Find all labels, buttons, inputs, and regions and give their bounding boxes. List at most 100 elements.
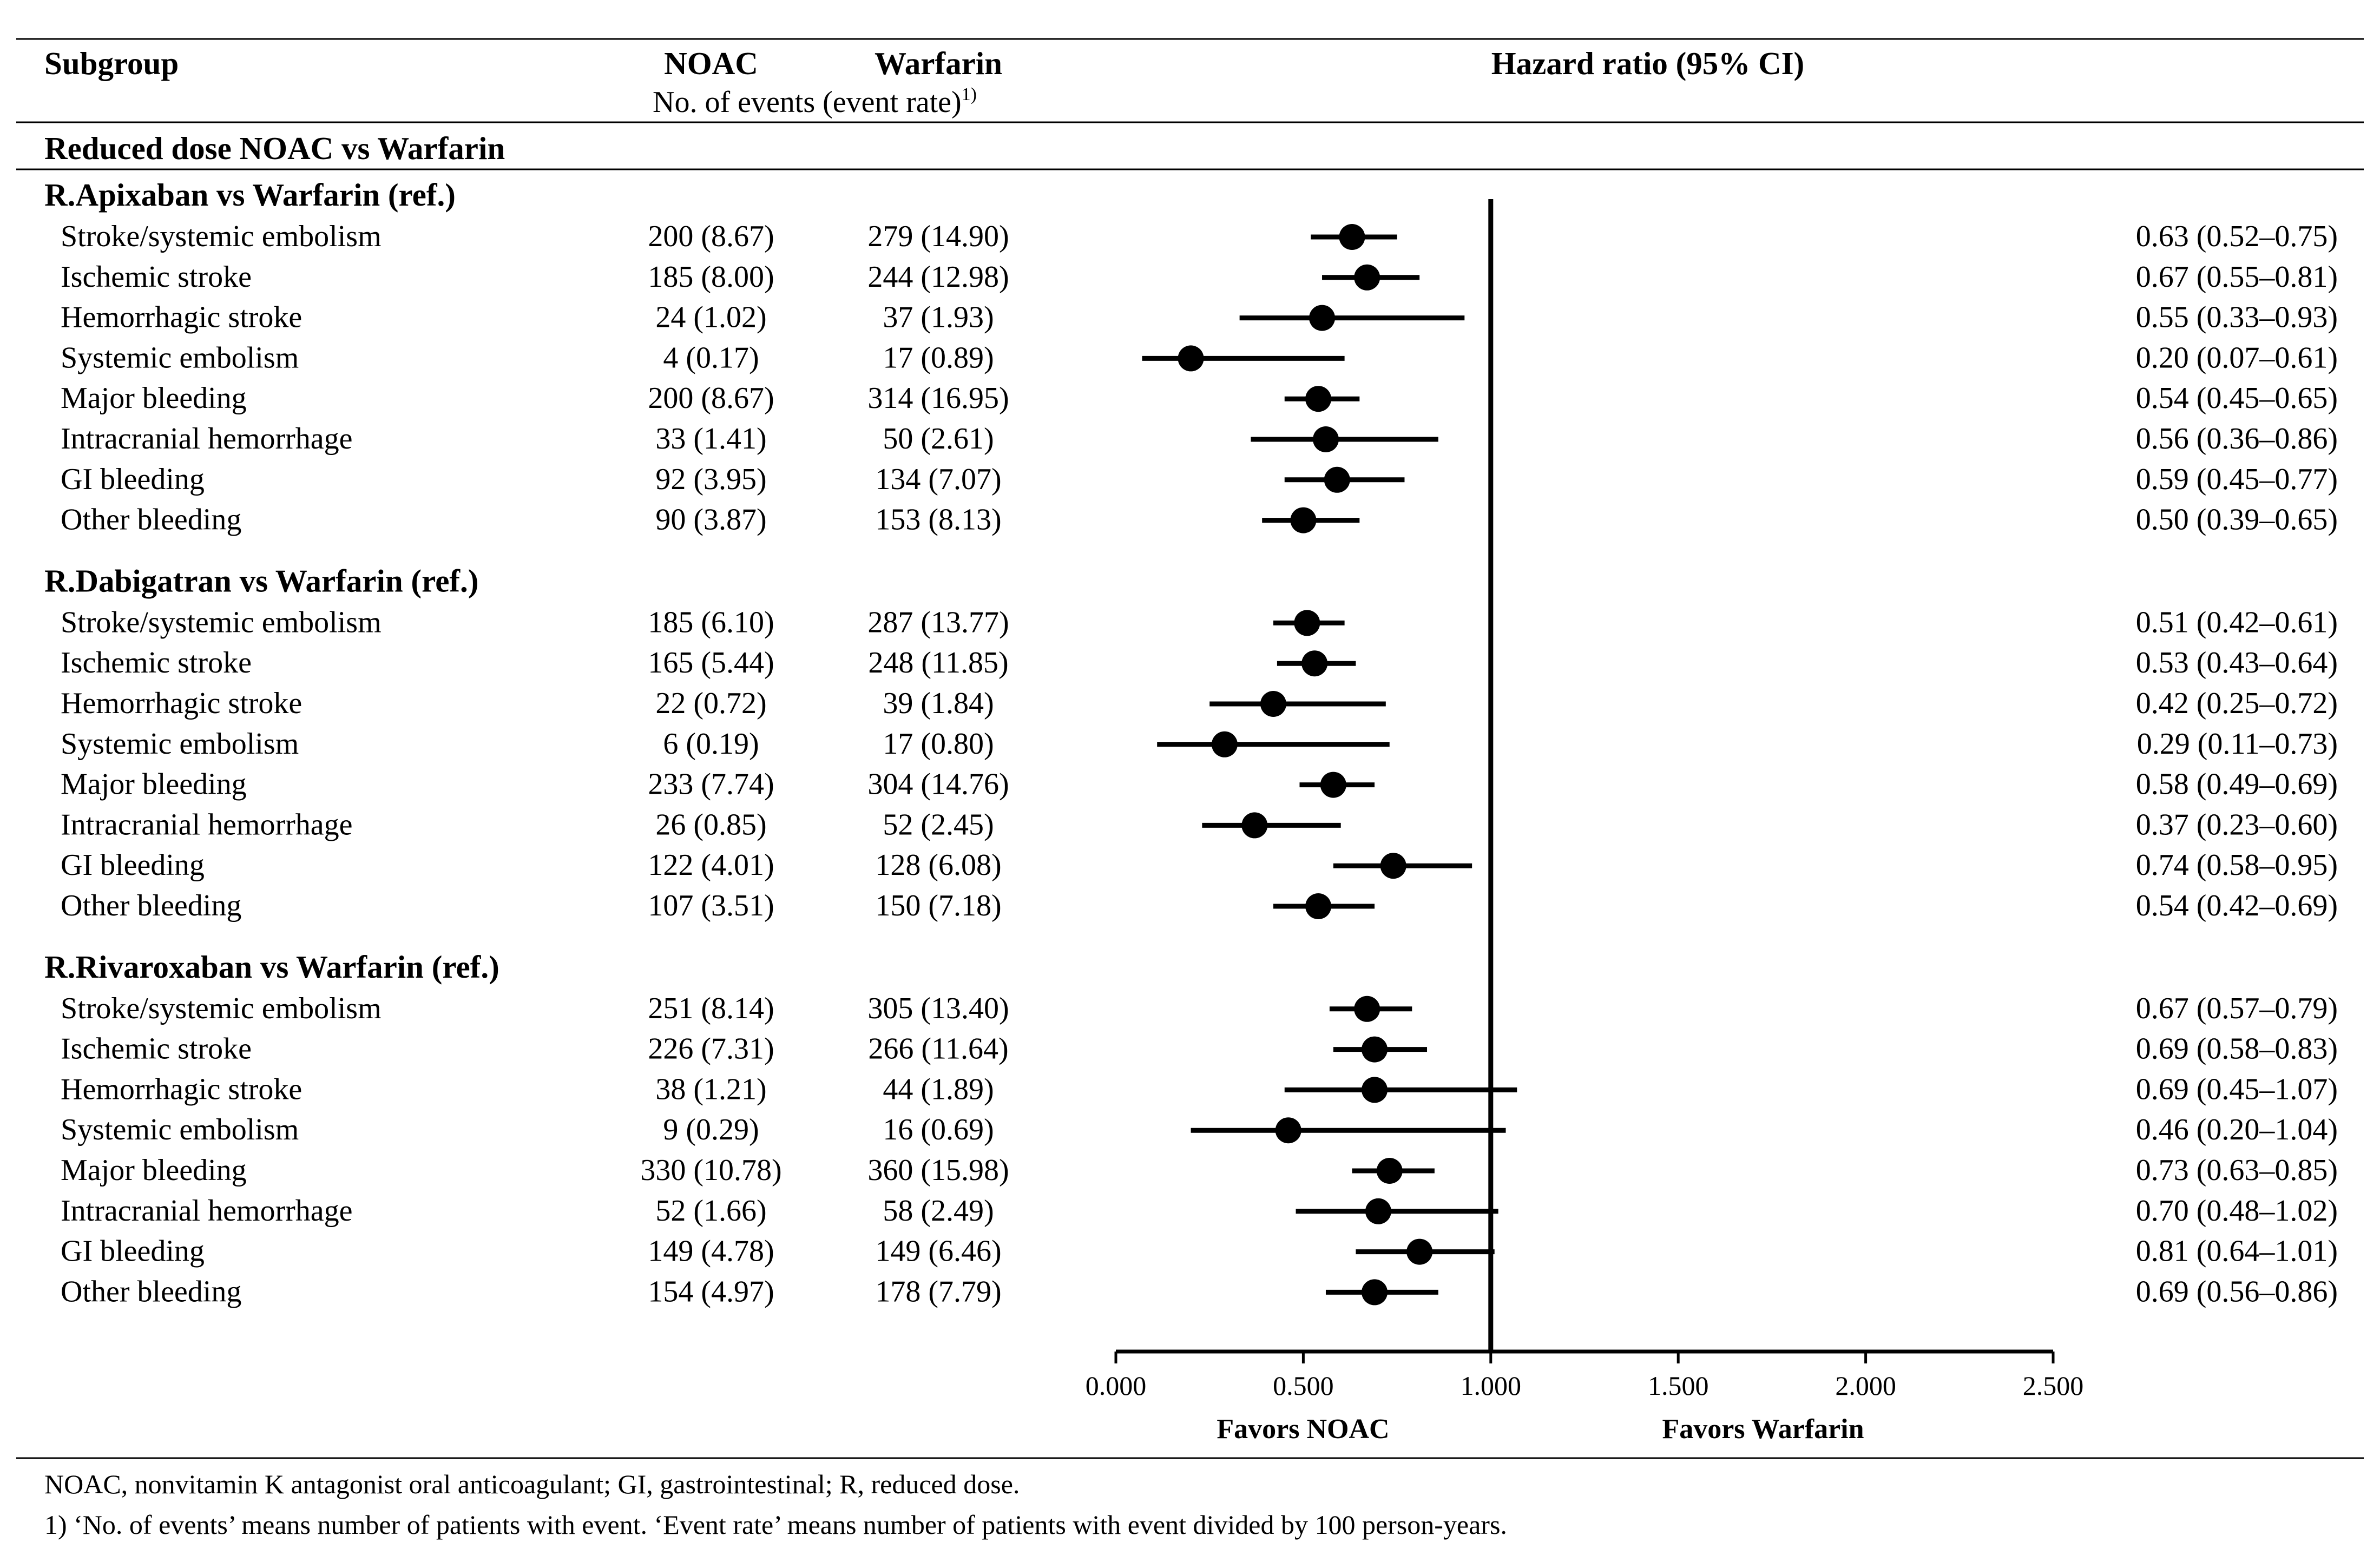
row-label: Major bleeding <box>61 381 247 415</box>
header-hazard-ratio: Hazard ratio (95% CI) <box>1491 45 1804 81</box>
row-noac-events: 33 (1.41) <box>655 422 766 456</box>
hazard-ratio-point <box>1339 224 1365 250</box>
hazard-ratio-point <box>1305 893 1332 919</box>
row-label: Stroke/systemic embolism <box>61 605 382 639</box>
row-hazard-ratio-ci: 0.46 (0.20–1.04) <box>2136 1113 2338 1146</box>
hazard-ratio-point <box>1362 1279 1388 1306</box>
row-warfarin-events: 17 (0.80) <box>883 727 994 761</box>
row-hazard-ratio-ci: 0.59 (0.45–0.77) <box>2136 463 2338 496</box>
row-label: Intracranial hemorrhage <box>61 808 352 841</box>
row-warfarin-events: 314 (16.95) <box>867 381 1009 415</box>
hazard-ratio-point <box>1354 996 1380 1022</box>
favors-noac-label: Favors NOAC <box>1217 1414 1389 1445</box>
row-warfarin-events: 128 (6.08) <box>875 848 1001 882</box>
row-warfarin-events: 304 (14.76) <box>867 768 1009 801</box>
row-label: Hemorrhagic stroke <box>61 1072 302 1106</box>
x-axis-tick-label: 2.000 <box>1835 1370 1896 1401</box>
header-warfarin: Warfarin <box>875 45 1002 81</box>
row-label: Other bleeding <box>61 503 241 537</box>
forest-plot-area: 0.000 0.500 1.000 1.500 2.000 2.500 Favors NOA… <box>1086 199 2084 1445</box>
row-label: Hemorrhagic stroke <box>61 301 302 334</box>
row-warfarin-events: 244 (12.98) <box>867 260 1009 294</box>
footnote-marker: 1) <box>44 1510 67 1540</box>
row-noac-events: 226 (7.31) <box>648 1032 774 1066</box>
row-label: Stroke/systemic embolism <box>61 220 382 253</box>
row-warfarin-events: 17 (0.89) <box>883 341 994 374</box>
row-noac-events: 107 (3.51) <box>648 889 774 922</box>
row-noac-events: 122 (4.01) <box>648 848 774 882</box>
row-hazard-ratio-ci: 0.29 (0.11–0.73) <box>2137 727 2338 761</box>
row-warfarin-events: 37 (1.93) <box>883 301 994 334</box>
hazard-ratio-point <box>1324 466 1350 493</box>
row-noac-events: 251 (8.14) <box>648 992 774 1025</box>
row-hazard-ratio-ci: 0.53 (0.43–0.64) <box>2136 646 2338 680</box>
x-axis-tick-label: 2.500 <box>2023 1370 2084 1401</box>
hazard-ratio-point <box>1260 691 1286 717</box>
row-hazard-ratio-ci: 0.55 (0.33–0.93) <box>2136 301 2338 334</box>
row-label: GI bleeding <box>61 1235 205 1268</box>
events-subtitle-sup: 1) <box>962 84 977 104</box>
row-label: Other bleeding <box>61 889 241 922</box>
row-label: Major bleeding <box>61 1154 247 1187</box>
row-noac-events: 4 (0.17) <box>663 341 759 374</box>
hazard-ratio-point <box>1301 650 1328 677</box>
footnote-text: ‘No. of events’ means number of patients… <box>67 1510 1507 1540</box>
header-events-subtitle: No. of events (event rate)1) <box>653 84 977 119</box>
row-hazard-ratio-ci: 0.56 (0.36–0.86) <box>2136 422 2338 456</box>
row-warfarin-events: 150 (7.18) <box>875 889 1001 922</box>
row-noac-events: 165 (5.44) <box>648 646 774 680</box>
group-title: R.Apixaban vs Warfarin (ref.) <box>44 177 456 213</box>
x-axis-tick-label: 1.000 <box>1461 1370 1522 1401</box>
row-noac-events: 92 (3.95) <box>655 463 766 496</box>
section-title: Reduced dose NOAC vs Warfarin <box>44 130 505 166</box>
row-noac-events: 185 (6.10) <box>648 605 774 639</box>
row-label: Ischemic stroke <box>61 260 252 294</box>
hazard-ratio-point <box>1406 1238 1433 1265</box>
footnote-definition: 1) ‘No. of events’ means number of patie… <box>44 1510 1507 1540</box>
hazard-ratio-point <box>1312 426 1339 452</box>
row-label: Intracranial hemorrhage <box>61 1194 352 1228</box>
row-label: Stroke/systemic embolism <box>61 992 382 1025</box>
row-hazard-ratio-ci: 0.81 (0.64–1.01) <box>2136 1235 2338 1268</box>
row-label: Ischemic stroke <box>61 646 252 680</box>
row-warfarin-events: 279 (14.90) <box>867 220 1009 253</box>
hazard-ratio-point <box>1275 1117 1301 1144</box>
row-noac-events: 200 (8.67) <box>648 381 774 415</box>
row-noac-events: 233 (7.74) <box>648 768 774 801</box>
footnote-abbreviations: NOAC, nonvitamin K antagonist oral antic… <box>44 1469 1020 1499</box>
hazard-ratio-point <box>1241 812 1268 839</box>
row-hazard-ratio-ci: 0.69 (0.56–0.86) <box>2136 1275 2338 1308</box>
row-warfarin-events: 16 (0.69) <box>883 1113 994 1146</box>
events-subtitle-text: No. of events (event rate) <box>653 85 962 119</box>
row-hazard-ratio-ci: 0.67 (0.57–0.79) <box>2136 992 2338 1025</box>
table-rows: R.Apixaban vs Warfarin (ref.) Stroke/syst… <box>44 177 2338 1308</box>
row-noac-events: 154 (4.97) <box>648 1275 774 1308</box>
row-warfarin-events: 44 (1.89) <box>883 1072 994 1106</box>
row-warfarin-events: 287 (13.77) <box>867 605 1009 639</box>
hazard-ratio-point <box>1365 1198 1391 1224</box>
row-label: Intracranial hemorrhage <box>61 422 352 456</box>
row-noac-events: 330 (10.78) <box>640 1154 781 1187</box>
row-hazard-ratio-ci: 0.58 (0.49–0.69) <box>2136 768 2338 801</box>
row-hazard-ratio-ci: 0.73 (0.63–0.85) <box>2136 1154 2338 1187</box>
hazard-ratio-point <box>1178 345 1204 372</box>
row-hazard-ratio-ci: 0.51 (0.42–0.61) <box>2136 605 2338 639</box>
row-noac-events: 6 (0.19) <box>663 727 759 761</box>
row-noac-events: 38 (1.21) <box>655 1072 766 1106</box>
row-hazard-ratio-ci: 0.50 (0.39–0.65) <box>2136 503 2338 537</box>
group-title: R.Dabigatran vs Warfarin (ref.) <box>44 563 478 598</box>
row-warfarin-events: 52 (2.45) <box>883 808 994 841</box>
row-warfarin-events: 50 (2.61) <box>883 422 994 456</box>
row-noac-events: 22 (0.72) <box>655 687 766 720</box>
row-hazard-ratio-ci: 0.54 (0.42–0.69) <box>2136 889 2338 922</box>
hazard-ratio-point <box>1309 305 1336 331</box>
row-noac-events: 9 (0.29) <box>663 1113 759 1146</box>
row-warfarin-events: 360 (15.98) <box>867 1154 1009 1187</box>
row-label: Systemic embolism <box>61 727 299 761</box>
group-title: R.Rivaroxaban vs Warfarin (ref.) <box>44 949 499 985</box>
row-noac-events: 26 (0.85) <box>655 808 766 841</box>
hazard-ratio-point <box>1290 507 1317 533</box>
favors-warfarin-label: Favors Warfarin <box>1662 1414 1864 1445</box>
